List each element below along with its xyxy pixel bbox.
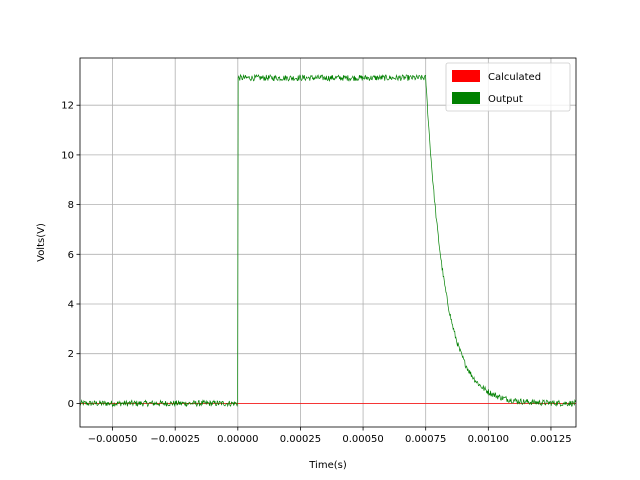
plot-area bbox=[80, 73, 576, 408]
legend: Calculated Output bbox=[445, 62, 571, 112]
y-tick-label: 6 bbox=[68, 250, 74, 261]
y-axis-label: Volts(V) bbox=[36, 223, 47, 262]
y-axis: 0 2 4 6 8 10 12 bbox=[61, 101, 80, 410]
x-tick-label: 0.00025 bbox=[280, 434, 321, 445]
x-tick-label: 0.00100 bbox=[468, 434, 509, 445]
y-tick-label: 0 bbox=[68, 399, 74, 410]
x-tick-label: 0.00125 bbox=[530, 434, 571, 445]
x-tick-label: 0.00000 bbox=[217, 434, 258, 445]
y-tick-label: 8 bbox=[68, 200, 74, 211]
y-tick-label: 4 bbox=[68, 300, 74, 311]
legend-label: Output bbox=[488, 94, 523, 105]
y-tick-label: 10 bbox=[61, 150, 74, 161]
y-tick-label: 2 bbox=[68, 349, 74, 360]
x-axis: −0.00050 −0.00025 0.00000 0.00025 0.00050 0.0… bbox=[88, 427, 572, 445]
x-tick-label: −0.00025 bbox=[150, 434, 200, 445]
x-tick-label: 0.00050 bbox=[342, 434, 383, 445]
axes-frame bbox=[79, 57, 577, 428]
x-axis-label: Time(s) bbox=[308, 460, 347, 471]
legend-swatch bbox=[452, 70, 480, 82]
x-tick-label: −0.00050 bbox=[88, 434, 138, 445]
legend-swatch bbox=[452, 92, 480, 104]
y-tick-label: 12 bbox=[61, 101, 74, 112]
series-line-output bbox=[80, 73, 576, 408]
legend-label: Calculated bbox=[488, 72, 541, 83]
x-tick-label: 0.00075 bbox=[405, 434, 446, 445]
